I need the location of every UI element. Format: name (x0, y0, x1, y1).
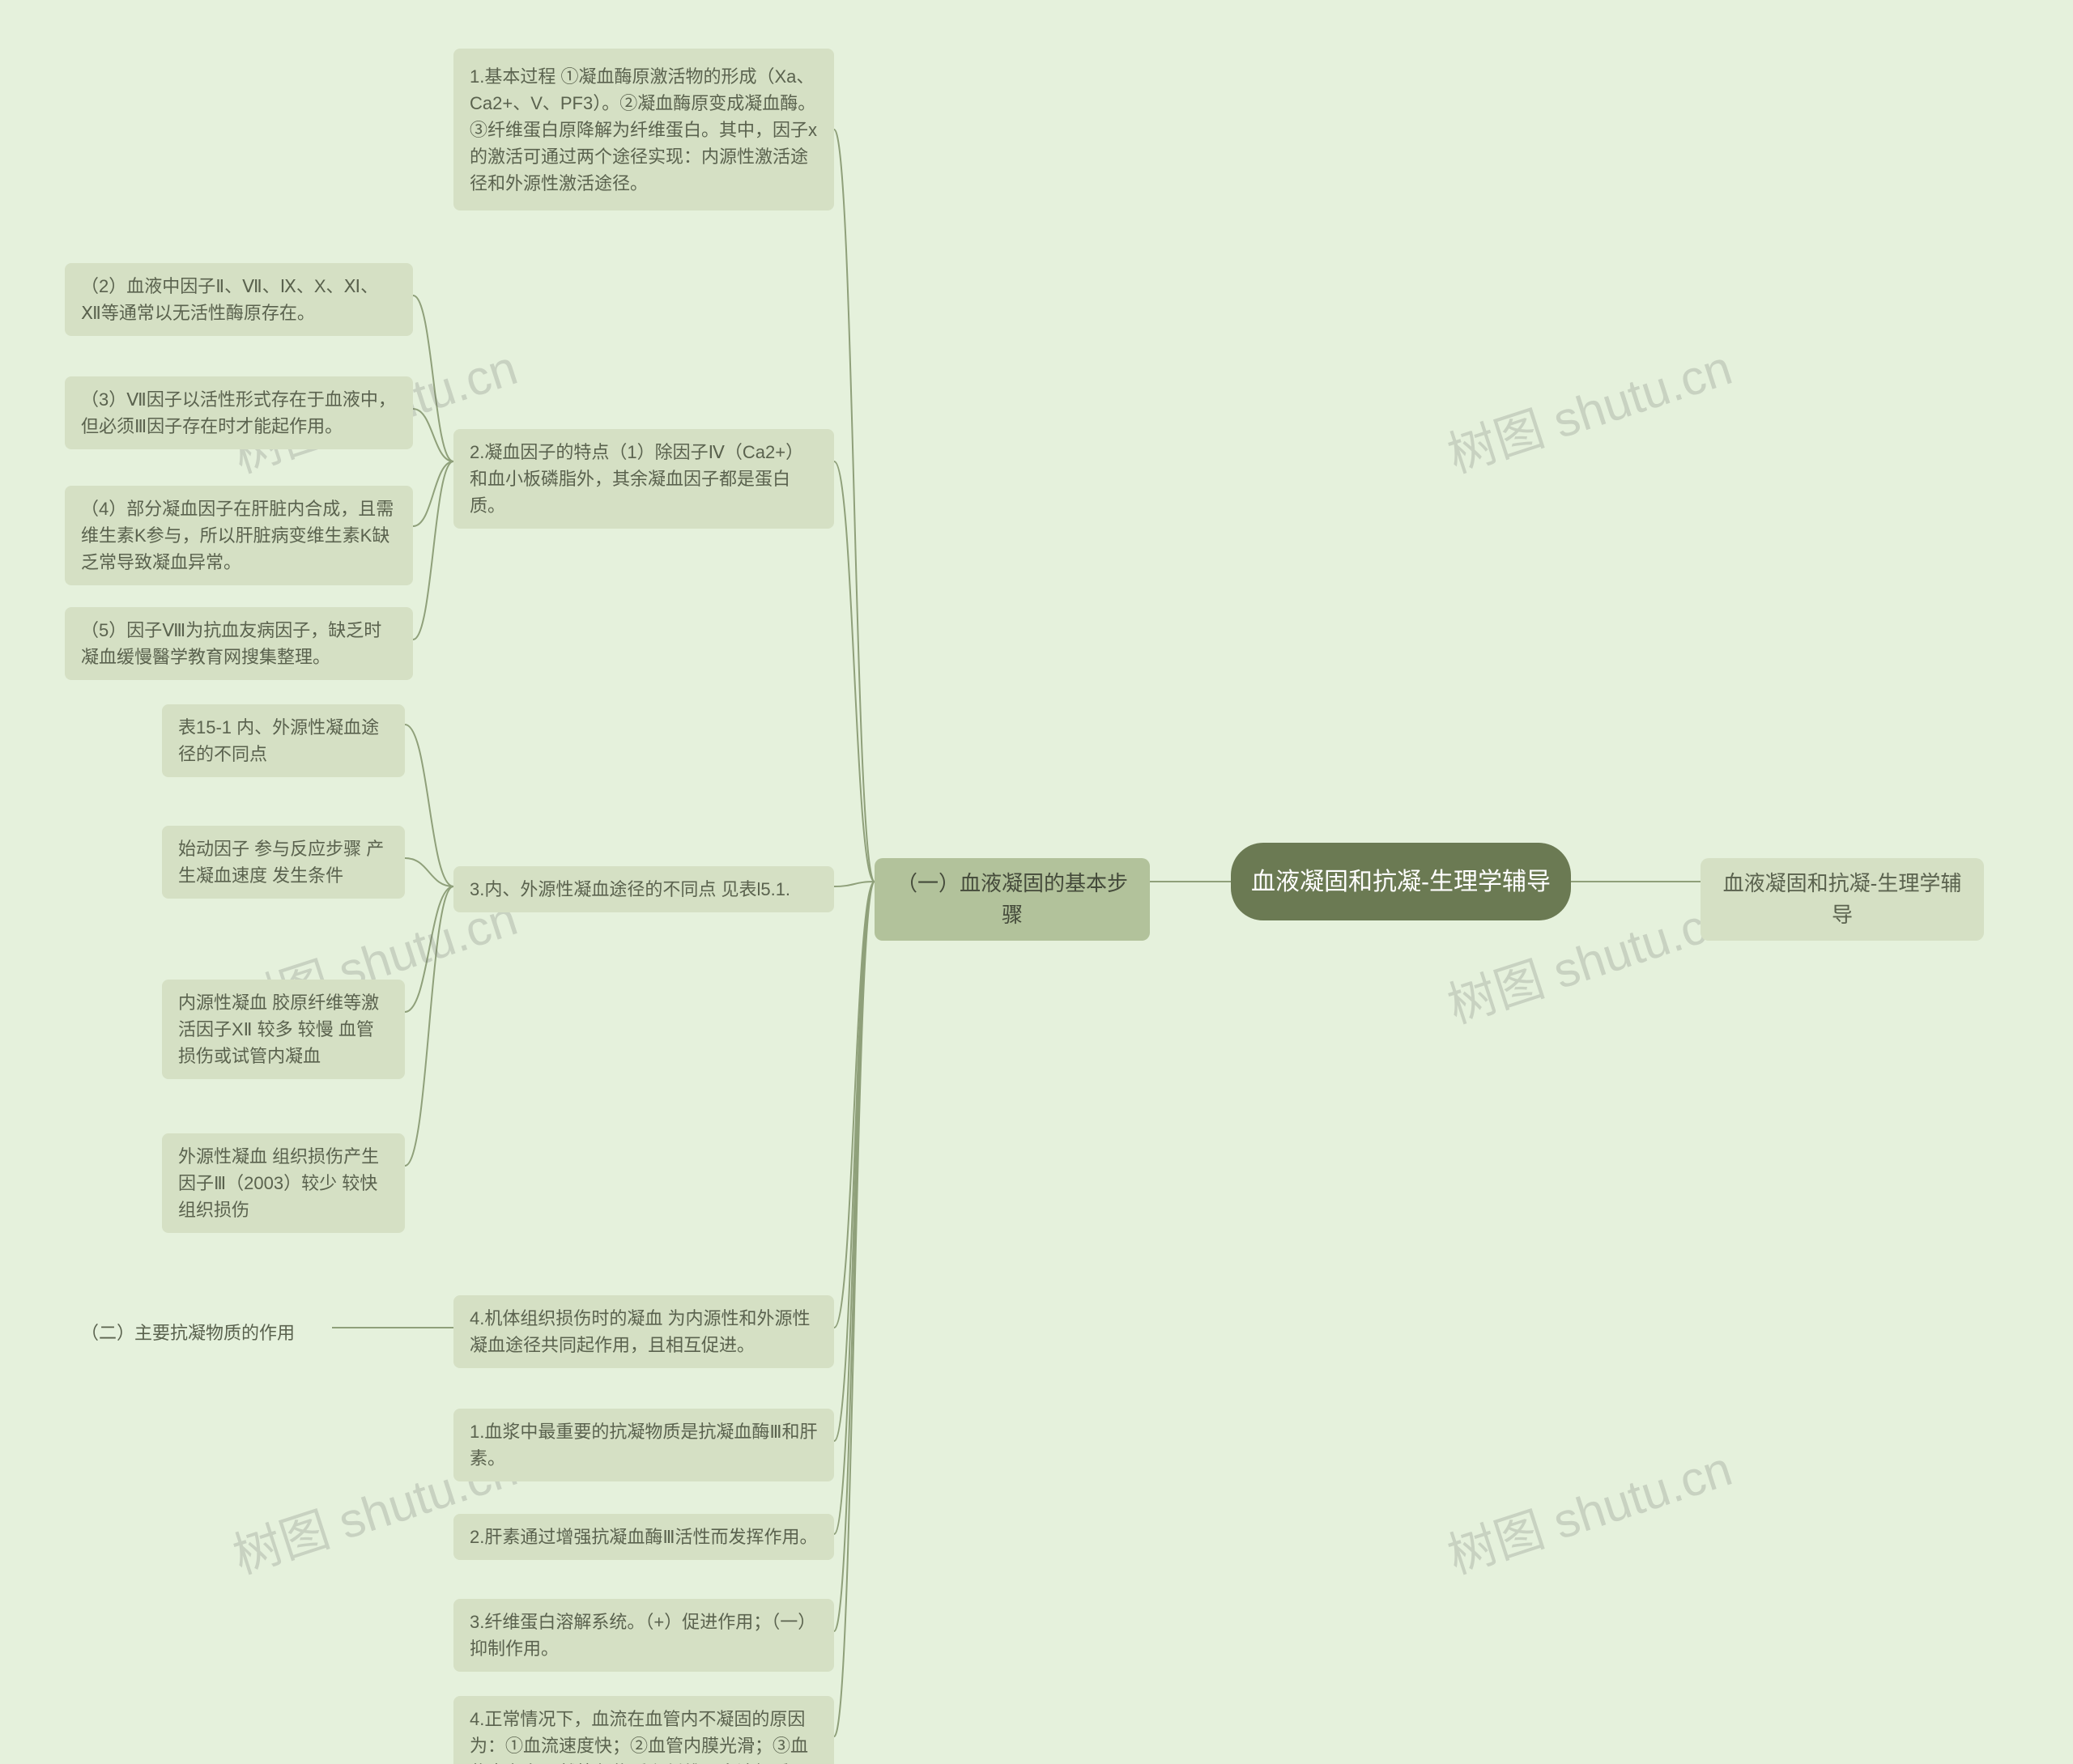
l3-table[interactable]: 始动因子 参与反应步骤 产生凝血速度 发生条件 (162, 826, 405, 899)
l3-table[interactable]: 外源性凝血 组织损伤产生因子Ⅲ（2003）较少 较快 组织损伤 (162, 1133, 405, 1233)
l2-node[interactable]: 3.纤维蛋白溶解系统。（+）促进作用；（一）抑制作用。 (453, 1599, 834, 1672)
mindmap-canvas: 树图 shutu.cn 树图 shutu.cn 树图 shutu.cn 树图 s… (0, 0, 2073, 1764)
watermark: 树图 shutu.cn (1437, 329, 1739, 487)
l3-table[interactable]: 内源性凝血 胶原纤维等激活因子XⅡ 较多 较慢 血管损伤或试管内凝血 (162, 980, 405, 1079)
right-branch[interactable]: 血液凝固和抗凝-生理学辅导 (1701, 858, 1984, 941)
l3-factor[interactable]: （5）因子Ⅷ为抗血友病因子，缺乏时凝血缓慢醫学教育网搜集整理。 (65, 607, 413, 680)
l2-node[interactable]: 2.肝素通过增强抗凝血酶Ⅲ活性而发挥作用。 (453, 1514, 834, 1560)
l2-node[interactable]: 2.凝血因子的特点（1）除因子Ⅳ（Ca2+）和血小板磷脂外，其余凝血因子都是蛋白… (453, 429, 834, 529)
left-branch[interactable]: （一）血液凝固的基本步骤 (875, 858, 1150, 941)
l3-table[interactable]: 表15-1 内、外源性凝血途径的不同点 (162, 704, 405, 777)
l3-factor[interactable]: （3）Ⅶ因子以活性形式存在于血液中，但必须Ⅲ因子存在时才能起作用。 (65, 376, 413, 449)
l2-node[interactable]: 1.血浆中最重要的抗凝物质是抗凝血酶Ⅲ和肝素。 (453, 1409, 834, 1481)
l3-factor[interactable]: （4）部分凝血因子在肝脏内合成，且需维生素K参与，所以肝脏病变维生素K缺乏常导致… (65, 486, 413, 585)
watermark: 树图 shutu.cn (1437, 1430, 1739, 1588)
l2-node[interactable]: 4.机体组织损伤时的凝血 为内源性和外源性凝血途径共同起作用，且相互促进。 (453, 1295, 834, 1368)
l2-node[interactable]: 3.内、外源性凝血途径的不同点 见表l5.1. (453, 866, 834, 912)
l2-node[interactable]: 4.正常情况下，血流在血管内不凝固的原因为：①血流速度快；②血管内膜光滑；③血浆… (453, 1696, 834, 1764)
anticoag-heading[interactable]: （二）主要抗凝物质的作用 (65, 1310, 332, 1356)
root-node[interactable]: 血液凝固和抗凝-生理学辅导 (1231, 843, 1571, 920)
l2-node[interactable]: 1.基本过程 ①凝血酶原激活物的形成（Xa、Ca2+、V、PF3）。②凝血酶原变… (453, 49, 834, 210)
l3-factor[interactable]: （2）血液中因子Ⅱ、Ⅶ、Ⅸ、X、Ⅺ、Ⅻ等通常以无活性酶原存在。 (65, 263, 413, 336)
